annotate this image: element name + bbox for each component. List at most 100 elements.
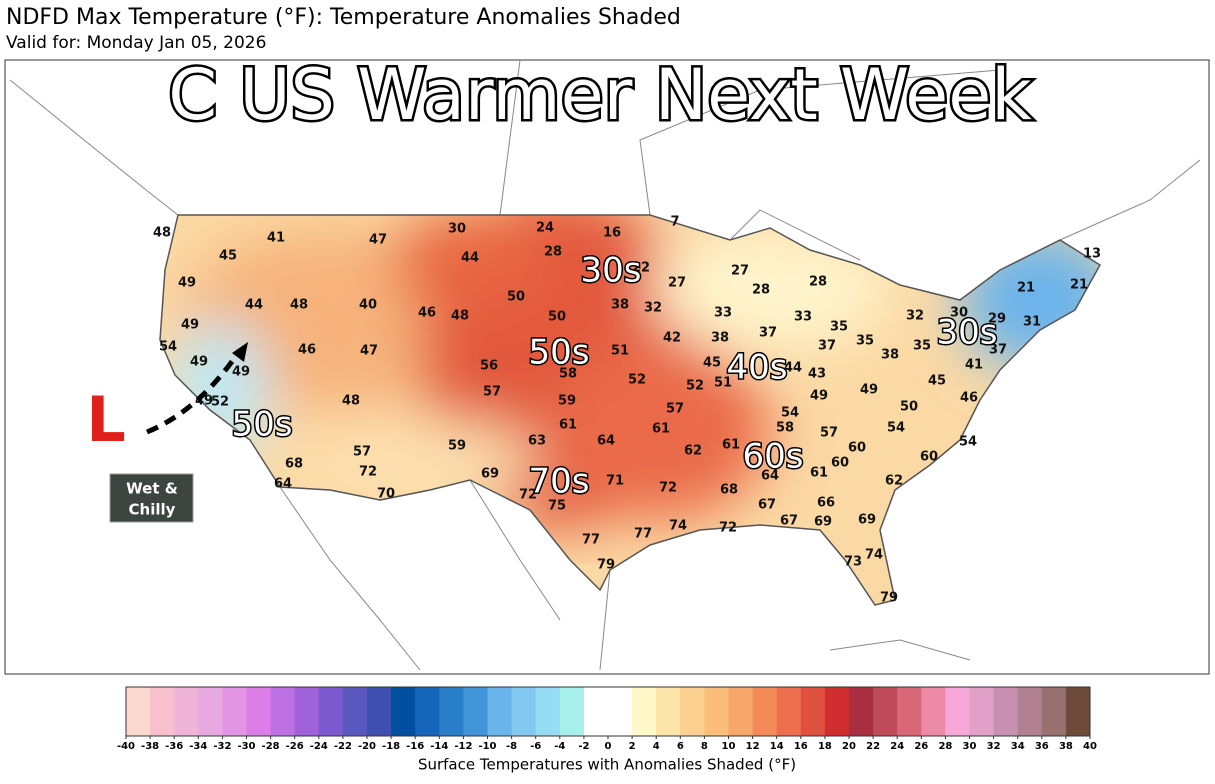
colorbar-tick-label: -8: [506, 741, 517, 752]
colorbar-cell: [921, 687, 946, 736]
colorbar-tick-label: -26: [286, 741, 304, 752]
station-temp: 79: [597, 558, 615, 573]
colorbar-cell: [270, 687, 296, 736]
headline: C US Warmer Next Week: [168, 54, 1032, 136]
station-temp: 61: [722, 438, 740, 453]
station-temp: 33: [714, 306, 732, 321]
station-temp: 56: [480, 359, 498, 374]
colorbar-tick-label: 6: [677, 741, 684, 752]
station-temp: 69: [858, 513, 876, 528]
station-temp: 64: [597, 434, 615, 449]
station-temp: 33: [794, 310, 812, 325]
colorbar-cell: [608, 687, 633, 736]
station-temp: 48: [342, 394, 360, 409]
station-temp: 38: [881, 348, 899, 363]
callout-box: [109, 473, 194, 523]
station-temp: 75: [548, 499, 566, 514]
station-temp: 29: [988, 312, 1006, 327]
colorbar-tick-label: -28: [262, 741, 280, 752]
station-temp: 63: [528, 434, 546, 449]
region-label: 50s: [529, 333, 590, 373]
colorbar-tick-label: -12: [454, 741, 472, 752]
colorbar-cell: [680, 687, 705, 736]
colorbar-tick-label: -20: [358, 741, 376, 752]
station-temp: 28: [752, 283, 770, 298]
station-temp: 41: [267, 231, 285, 246]
station-temp: 69: [481, 467, 499, 482]
colorbar-cell: [1041, 687, 1067, 736]
colorbar-cell: [873, 687, 898, 736]
colorbar-tick-label: 8: [701, 741, 708, 752]
colorbar-cell: [511, 687, 537, 736]
station-temp: 66: [817, 496, 835, 511]
colorbar-tick-label: 0: [605, 741, 612, 752]
station-temp: 49: [190, 355, 208, 370]
colorbar-tick-label: -10: [478, 741, 496, 752]
title: NDFD Max Temperature (°F): Temperature A…: [6, 5, 681, 30]
station-temp: 37: [989, 343, 1007, 358]
station-temp: 67: [780, 514, 798, 529]
station-temp: 51: [714, 376, 732, 391]
station-temp: 68: [285, 457, 303, 472]
colorbar-cell: [318, 687, 344, 736]
station-temp: 27: [731, 264, 749, 279]
station-temp: 61: [810, 466, 828, 481]
station-temp: 40: [359, 298, 377, 313]
colorbar-cell: [704, 687, 729, 736]
colorbar-cell: [849, 687, 874, 736]
colorbar-tick-label: -22: [334, 741, 352, 752]
station-temp: 16: [603, 226, 621, 241]
station-temp: 27: [668, 276, 686, 291]
arrowhead: [232, 342, 248, 362]
station-temp: 73: [844, 555, 862, 570]
colorbar-cell: [776, 687, 802, 736]
station-temp: 77: [582, 533, 600, 548]
station-temp: 47: [360, 344, 378, 359]
subtitle: Valid for: Monday Jan 05, 2026: [6, 33, 266, 53]
station-temp: 48: [290, 298, 308, 313]
colorbar-cell: [126, 687, 151, 736]
station-temp: 51: [611, 344, 629, 359]
station-temp: 38: [611, 298, 629, 313]
station-temp: 52: [628, 373, 646, 388]
station-temp: 50: [548, 310, 566, 325]
station-temp: 24: [536, 221, 554, 236]
station-temp: 32: [906, 309, 924, 324]
station-temp: 58: [559, 367, 577, 382]
station-temp: 61: [652, 422, 670, 437]
station-temp: 52: [211, 395, 229, 410]
colorbar-tick-label: -30: [237, 741, 255, 752]
colorbar-cell: [222, 687, 247, 736]
station-temp: 44: [784, 361, 802, 376]
station-temp: 57: [820, 426, 838, 441]
station-temp: 57: [483, 385, 501, 400]
colorbar-cell: [800, 687, 826, 736]
colorbar-tick-label: -40: [117, 741, 135, 752]
colorbar-cell: [439, 687, 464, 736]
station-temp: 43: [808, 367, 826, 382]
station-temp: 67: [758, 498, 776, 513]
station-temp: 54: [159, 340, 177, 355]
colorbar-tick-label: -36: [165, 741, 183, 752]
station-temp: 28: [809, 275, 827, 290]
station-temp: 49: [860, 383, 878, 398]
colorbar-tick-label: 32: [987, 741, 1001, 752]
colorbar-tick-label: 30: [963, 741, 977, 752]
station-temp: 64: [761, 469, 779, 484]
station-temp: 49: [178, 276, 196, 291]
colorbar-tick-label: 2: [629, 741, 636, 752]
station-temp: 21: [1070, 278, 1088, 293]
station-temp: 72: [359, 465, 377, 480]
station-temp: 22: [632, 261, 650, 276]
colorbar-cell: [487, 687, 513, 736]
station-temp: 13: [1083, 247, 1101, 262]
colorbar-cell: [583, 687, 609, 736]
station-temp: 32: [644, 301, 662, 316]
station-temp: 44: [245, 298, 263, 313]
station-temp: 35: [913, 339, 931, 354]
colorbar-cell: [415, 687, 440, 736]
colorbar-tick-label: 18: [818, 741, 832, 752]
station-temp: 35: [856, 334, 874, 349]
region-label: 60s: [743, 437, 804, 477]
station-temp: 37: [759, 326, 777, 341]
